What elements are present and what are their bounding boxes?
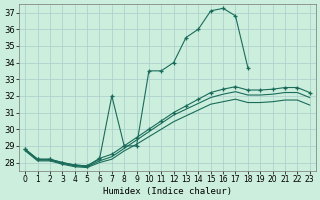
X-axis label: Humidex (Indice chaleur): Humidex (Indice chaleur) bbox=[103, 187, 232, 196]
